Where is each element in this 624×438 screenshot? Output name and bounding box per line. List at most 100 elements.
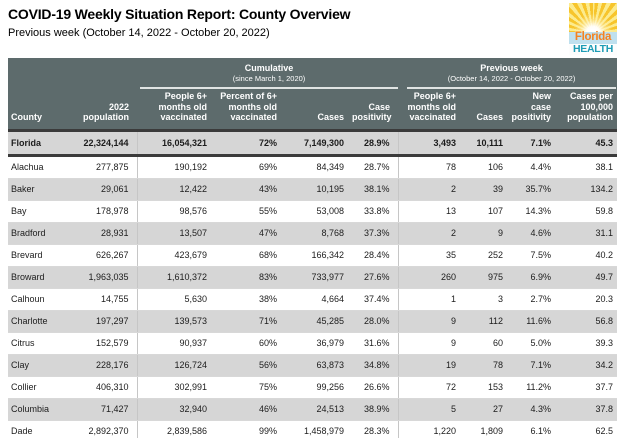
county-name-cell: Columbia bbox=[8, 398, 66, 421]
value-cell: 28,931 bbox=[66, 222, 137, 245]
table-header: Cumulative (since March 1, 2020) Previous … bbox=[8, 58, 618, 130]
value-cell: 13,507 bbox=[136, 222, 215, 245]
value-cell: 7.1% bbox=[511, 354, 560, 377]
county-name-cell: Brevard bbox=[8, 244, 66, 267]
florida-health-logo: Florida HEALTH bbox=[569, 3, 617, 55]
value-cell: 4.3% bbox=[511, 398, 560, 421]
county-row: Calhoun 14,755 5,630 38% 4,664 37.4% 1 3 2.7% 20.… bbox=[8, 288, 618, 311]
value-cell: 78 bbox=[464, 354, 512, 377]
value-cell: 6.9% bbox=[511, 266, 560, 289]
state-total-row: Florida 22,324,144 16,054,321 72% 7,149,300 2… bbox=[8, 128, 618, 157]
value-cell: 43% bbox=[215, 178, 285, 201]
value-cell: 28.4% bbox=[352, 244, 399, 267]
column-header-county: County bbox=[8, 89, 66, 130]
value-cell: 35.7% bbox=[511, 178, 560, 201]
county-row: Bay 178,978 98,576 55% 53,008 33.8% 13 107 14.3%… bbox=[8, 200, 618, 223]
value-cell: 10,111 bbox=[464, 128, 512, 157]
county-name-cell: Florida bbox=[8, 128, 66, 157]
value-cell: 37.4% bbox=[352, 288, 399, 311]
value-cell: 33.8% bbox=[352, 200, 399, 223]
value-cell: 69% bbox=[215, 155, 285, 179]
value-cell: 4.6% bbox=[511, 222, 560, 245]
group-underline: Previous week (October 14, 2022 - October… bbox=[407, 62, 617, 89]
value-cell: 47% bbox=[215, 222, 285, 245]
page-subtitle: Previous week (October 14, 2022 - Octobe… bbox=[8, 27, 270, 39]
county-name-cell: Charlotte bbox=[8, 310, 66, 333]
value-cell: 975 bbox=[464, 266, 512, 289]
value-cell: 14,755 bbox=[66, 288, 137, 311]
group-sublabel: (October 14, 2022 - October 20, 2022) bbox=[447, 74, 576, 83]
value-cell: 1 bbox=[397, 288, 465, 311]
county-row: Collier 406,310 302,991 75% 99,256 26.6% 72 153… bbox=[8, 376, 618, 399]
value-cell: 12,422 bbox=[136, 178, 215, 201]
group-label: Previous week bbox=[480, 63, 543, 73]
value-cell: 34.8% bbox=[352, 354, 399, 377]
value-cell: 99% bbox=[215, 420, 285, 438]
value-cell: 32,940 bbox=[136, 398, 215, 421]
value-cell: 112 bbox=[464, 310, 512, 333]
value-cell: 228,176 bbox=[66, 354, 137, 377]
value-cell: 2,839,586 bbox=[136, 420, 215, 438]
county-row: Columbia 71,427 32,940 46% 24,513 38.9% 5 27 4.3… bbox=[8, 398, 618, 421]
value-cell: 38.1% bbox=[352, 178, 399, 201]
value-cell: 28.3% bbox=[352, 420, 399, 438]
value-cell: 62.5 bbox=[559, 420, 618, 438]
county-name-cell: Collier bbox=[8, 376, 66, 399]
value-cell: 166,342 bbox=[285, 244, 352, 267]
group-header-row: Cumulative (since March 1, 2020) Previous … bbox=[8, 58, 618, 89]
county-row: Alachua 277,875 190,192 69% 84,349 28.7% 78 106… bbox=[8, 155, 618, 179]
column-header-new-case-positivity: New case positivity bbox=[511, 89, 560, 130]
value-cell: 72% bbox=[215, 128, 285, 157]
county-row: Clay 228,176 126,724 56% 63,873 34.8% 19 78 7.1%… bbox=[8, 354, 618, 377]
value-cell: 35 bbox=[397, 244, 465, 267]
value-cell: 13 bbox=[397, 200, 465, 223]
value-cell: 31.1 bbox=[559, 222, 618, 245]
value-cell: 99,256 bbox=[285, 376, 352, 399]
column-header-row: County 2022 population People 6+ months ol… bbox=[8, 89, 618, 130]
value-cell: 16,054,321 bbox=[136, 128, 215, 157]
value-cell: 126,724 bbox=[136, 354, 215, 377]
value-cell: 84,349 bbox=[285, 155, 352, 179]
county-row: Citrus 152,579 90,937 60% 36,979 31.6% 9 60 5.0%… bbox=[8, 332, 618, 355]
value-cell: 106 bbox=[464, 155, 512, 179]
value-cell: 1,458,979 bbox=[285, 420, 352, 438]
value-cell: 423,679 bbox=[136, 244, 215, 267]
county-name-cell: Bradford bbox=[8, 222, 66, 245]
value-cell: 139,573 bbox=[136, 310, 215, 333]
group-label: Cumulative bbox=[244, 63, 294, 73]
value-cell: 36,979 bbox=[285, 332, 352, 355]
county-name-cell: Alachua bbox=[8, 155, 66, 179]
value-cell: 78 bbox=[397, 155, 465, 179]
value-cell: 59.8 bbox=[559, 200, 618, 223]
value-cell: 9 bbox=[397, 332, 465, 355]
value-cell: 27.6% bbox=[352, 266, 399, 289]
value-cell: 83% bbox=[215, 266, 285, 289]
value-cell: 37.7 bbox=[559, 376, 618, 399]
column-header-cases: Cases bbox=[285, 89, 352, 130]
value-cell: 29,061 bbox=[66, 178, 137, 201]
county-name-cell: Calhoun bbox=[8, 288, 66, 311]
value-cell: 9 bbox=[464, 222, 512, 245]
value-cell: 134.2 bbox=[559, 178, 618, 201]
value-cell: 7.5% bbox=[511, 244, 560, 267]
value-cell: 53,008 bbox=[285, 200, 352, 223]
value-cell: 7.1% bbox=[511, 128, 560, 157]
value-cell: 2,892,370 bbox=[66, 420, 137, 438]
value-cell: 1,809 bbox=[464, 420, 512, 438]
value-cell: 28.9% bbox=[352, 128, 399, 157]
value-cell: 72 bbox=[397, 376, 465, 399]
value-cell: 1,220 bbox=[397, 420, 465, 438]
value-cell: 38% bbox=[215, 288, 285, 311]
value-cell: 28.0% bbox=[352, 310, 399, 333]
value-cell: 26.6% bbox=[352, 376, 399, 399]
value-cell: 20.3 bbox=[559, 288, 618, 311]
value-cell: 24,513 bbox=[285, 398, 352, 421]
value-cell: 4.4% bbox=[511, 155, 560, 179]
logo-word-health: HEALTH bbox=[572, 42, 613, 55]
value-cell: 98,576 bbox=[136, 200, 215, 223]
value-cell: 14.3% bbox=[511, 200, 560, 223]
column-group-previous-week: Previous week (October 14, 2022 - October… bbox=[398, 58, 618, 89]
value-cell: 34.2 bbox=[559, 354, 618, 377]
value-cell: 8,768 bbox=[285, 222, 352, 245]
